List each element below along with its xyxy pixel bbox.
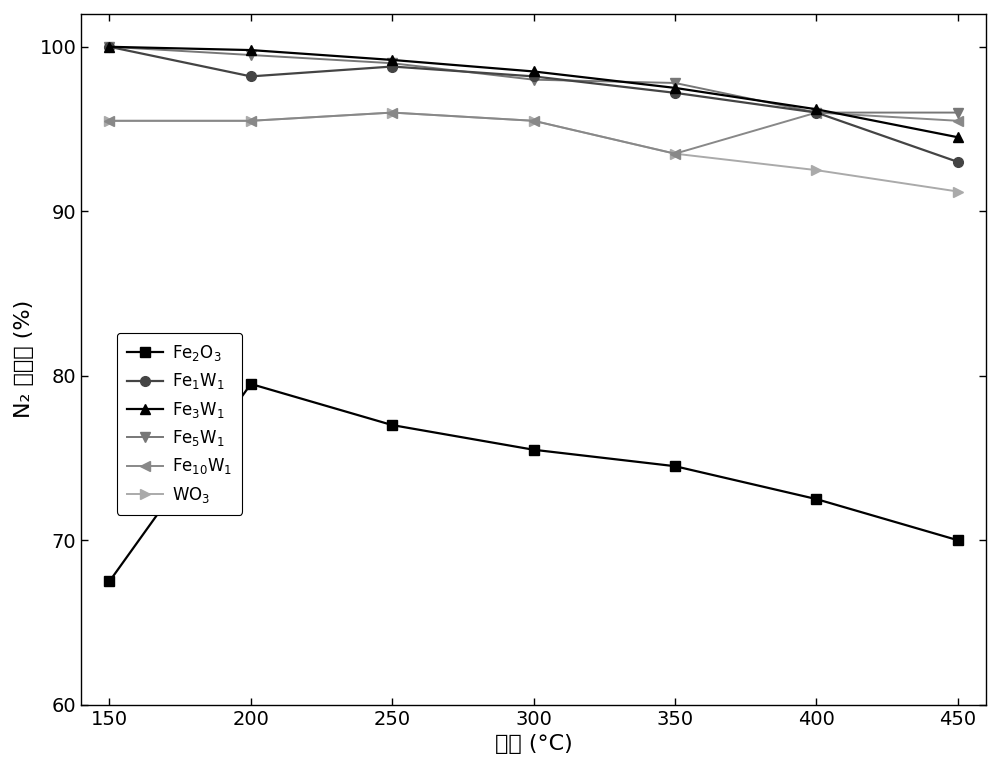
Fe$_1$W$_1$ [669,88,681,98]
Fe$_3$W$_1$ [952,133,964,142]
Fe$_1$W$_1$ [103,42,115,51]
Fe$_{10}$W$_1$ [669,149,681,158]
WO$_3$ [386,108,398,118]
Line: Fe$_{10}$W$_1$: Fe$_{10}$W$_1$ [105,108,963,158]
WO$_3$ [952,187,964,196]
Fe$_5$W$_1$ [245,51,257,60]
Fe$_1$W$_1$ [810,108,822,118]
Fe$_5$W$_1$ [103,42,115,51]
WO$_3$ [669,149,681,158]
WO$_3$ [528,116,540,125]
Fe$_{10}$W$_1$ [103,116,115,125]
Fe$_{10}$W$_1$ [386,108,398,118]
Fe$_1$W$_1$ [528,71,540,81]
Fe$_{10}$W$_1$ [528,116,540,125]
Line: Fe$_1$W$_1$: Fe$_1$W$_1$ [105,42,963,167]
Fe$_5$W$_1$ [810,108,822,118]
Fe$_2$O$_3$ [103,577,115,586]
Fe$_1$W$_1$ [952,157,964,167]
Legend: Fe$_2$O$_3$, Fe$_1$W$_1$, Fe$_3$W$_1$, Fe$_5$W$_1$, Fe$_{10}$W$_1$, WO$_3$: Fe$_2$O$_3$, Fe$_1$W$_1$, Fe$_3$W$_1$, F… [117,333,242,515]
X-axis label: 温度 (°C): 温度 (°C) [495,734,573,754]
Line: Fe$_2$O$_3$: Fe$_2$O$_3$ [105,379,963,586]
Fe$_3$W$_1$ [810,104,822,114]
Fe$_1$W$_1$ [386,62,398,71]
Fe$_{10}$W$_1$ [952,116,964,125]
Fe$_5$W$_1$ [528,75,540,84]
Fe$_2$O$_3$ [810,495,822,504]
Fe$_2$O$_3$ [952,535,964,545]
Line: Fe$_5$W$_1$: Fe$_5$W$_1$ [105,42,963,118]
Fe$_3$W$_1$ [386,55,398,65]
Fe$_3$W$_1$ [245,45,257,55]
Fe$_2$O$_3$ [386,420,398,429]
Fe$_3$W$_1$ [669,83,681,92]
Line: WO$_3$: WO$_3$ [105,108,963,197]
WO$_3$ [103,116,115,125]
WO$_3$ [810,166,822,175]
Y-axis label: N₂ 选择性 (%): N₂ 选择性 (%) [14,300,34,419]
Line: Fe$_3$W$_1$: Fe$_3$W$_1$ [105,42,963,142]
Fe$_2$O$_3$ [528,445,540,455]
Fe$_5$W$_1$ [669,78,681,88]
Fe$_5$W$_1$ [952,108,964,118]
Fe$_{10}$W$_1$ [245,116,257,125]
Fe$_1$W$_1$ [245,71,257,81]
Fe$_2$O$_3$ [669,462,681,471]
Fe$_3$W$_1$ [103,42,115,51]
Fe$_5$W$_1$ [386,58,398,68]
Fe$_{10}$W$_1$ [810,108,822,118]
Fe$_3$W$_1$ [528,67,540,76]
WO$_3$ [245,116,257,125]
Fe$_2$O$_3$ [245,379,257,389]
